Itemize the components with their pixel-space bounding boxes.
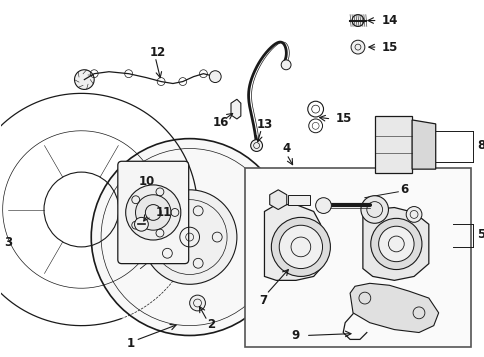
Text: 2: 2: [207, 318, 215, 331]
Circle shape: [134, 217, 148, 231]
Text: 10: 10: [138, 175, 154, 188]
Circle shape: [91, 139, 287, 336]
Text: 16: 16: [212, 116, 229, 129]
Polygon shape: [230, 99, 241, 119]
Polygon shape: [362, 207, 428, 280]
Text: 11: 11: [155, 206, 171, 219]
Circle shape: [406, 207, 421, 222]
Polygon shape: [374, 116, 411, 173]
Text: 4: 4: [282, 142, 290, 155]
Circle shape: [315, 198, 331, 213]
Circle shape: [271, 217, 330, 276]
Text: 12: 12: [150, 46, 166, 59]
Circle shape: [189, 295, 205, 311]
Circle shape: [142, 190, 236, 284]
Bar: [244, 168, 470, 347]
Circle shape: [351, 15, 363, 26]
FancyBboxPatch shape: [118, 161, 188, 263]
Text: 6: 6: [399, 183, 408, 196]
Text: 8: 8: [476, 139, 484, 152]
Text: 15: 15: [381, 41, 397, 54]
Text: 7: 7: [259, 293, 267, 307]
Circle shape: [360, 196, 388, 223]
Circle shape: [370, 218, 421, 270]
Text: 3: 3: [4, 236, 13, 250]
Circle shape: [378, 226, 413, 262]
Circle shape: [350, 40, 364, 54]
Text: 9: 9: [291, 329, 299, 342]
Text: 5: 5: [476, 228, 484, 241]
Circle shape: [279, 225, 322, 268]
Bar: [287, 195, 309, 205]
Polygon shape: [264, 205, 320, 280]
Text: 13: 13: [256, 119, 272, 131]
Polygon shape: [411, 120, 435, 169]
Text: 14: 14: [381, 14, 397, 27]
Text: 1: 1: [126, 337, 135, 350]
Circle shape: [75, 70, 94, 90]
Circle shape: [135, 195, 171, 230]
Text: 15: 15: [334, 112, 351, 125]
Circle shape: [281, 60, 290, 70]
Circle shape: [125, 185, 181, 240]
Circle shape: [250, 140, 262, 151]
Polygon shape: [349, 283, 438, 332]
Polygon shape: [269, 190, 286, 210]
Circle shape: [209, 71, 221, 82]
